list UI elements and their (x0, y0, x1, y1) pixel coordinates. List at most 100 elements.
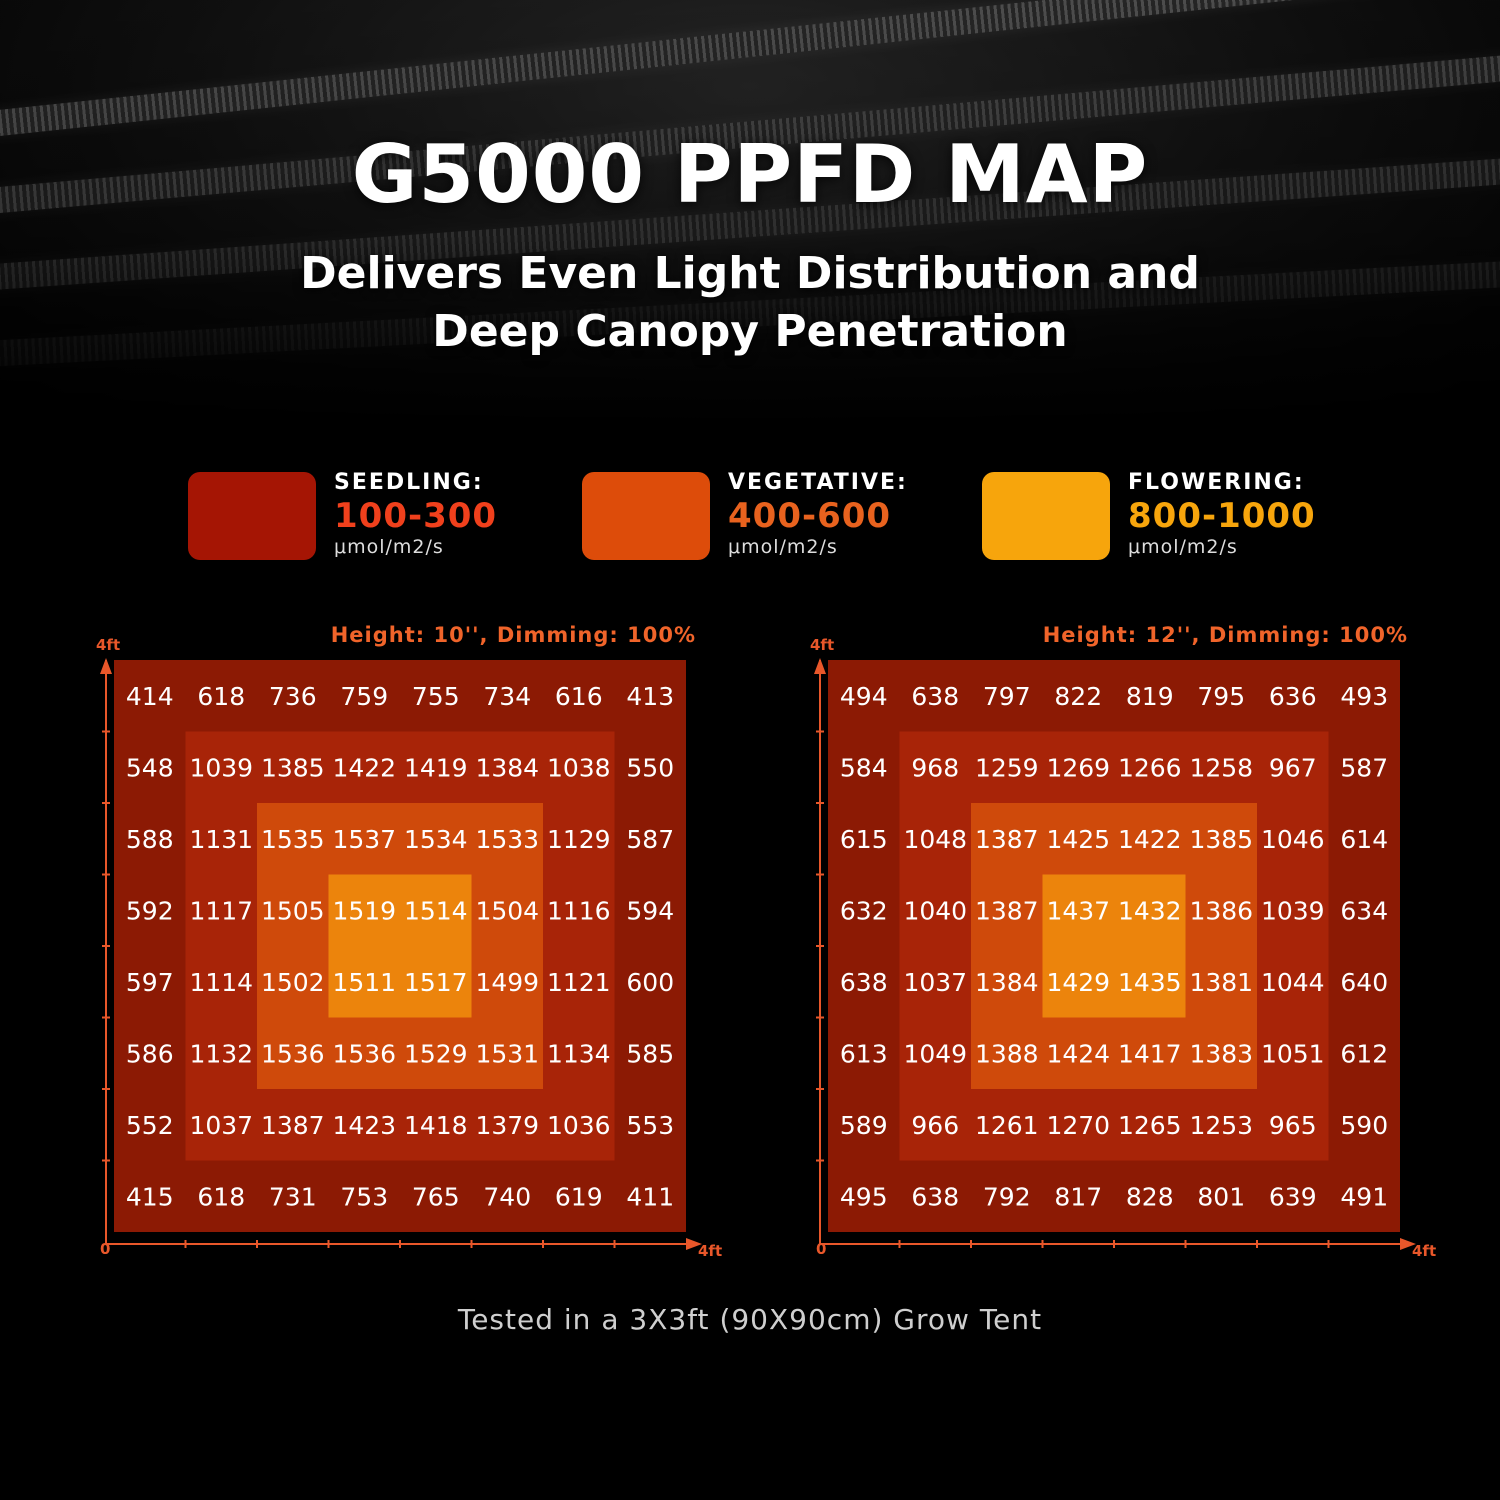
cell-value: 828 (1126, 1182, 1174, 1211)
y-axis-label: 4ft (810, 636, 835, 654)
legend-label: VEGETATIVE: (728, 470, 908, 495)
cell-value: 494 (840, 682, 888, 711)
cell-value: 1044 (1261, 968, 1325, 997)
cell-value: 819 (1126, 682, 1174, 711)
cell-value: 1386 (1189, 896, 1253, 925)
legend-swatch (982, 472, 1110, 560)
cell-value: 618 (197, 1182, 245, 1211)
cell-value: 1435 (1118, 968, 1182, 997)
cell-value: 495 (840, 1182, 888, 1211)
cell-value: 1384 (975, 968, 1039, 997)
cell-value: 1388 (975, 1039, 1039, 1068)
cell-value: 585 (626, 1039, 674, 1068)
cell-value: 550 (626, 753, 674, 782)
cell-value: 638 (911, 682, 959, 711)
cell-value: 411 (626, 1182, 674, 1211)
cell-value: 1387 (975, 825, 1039, 854)
cell-value: 1040 (903, 896, 967, 925)
cell-value: 640 (1340, 968, 1388, 997)
cell-value: 614 (1340, 825, 1388, 854)
cell-value: 1385 (261, 753, 325, 782)
cell-value: 1531 (475, 1039, 539, 1068)
cell-value: 1381 (1189, 968, 1253, 997)
cell-value: 1536 (332, 1039, 396, 1068)
cell-value: 587 (626, 825, 674, 854)
cell-value: 634 (1340, 896, 1388, 925)
cell-value: 1270 (1046, 1111, 1110, 1140)
cell-value: 822 (1054, 682, 1102, 711)
cell-value: 753 (340, 1182, 388, 1211)
y-axis-arrow (814, 658, 826, 674)
cell-value: 1504 (475, 896, 539, 925)
cell-value: 615 (840, 825, 888, 854)
cell-value: 589 (840, 1111, 888, 1140)
cell-value: 1432 (1118, 896, 1182, 925)
cell-value: 765 (412, 1182, 460, 1211)
cell-value: 1051 (1261, 1039, 1325, 1068)
cell-value: 1387 (261, 1111, 325, 1140)
cell-value: 1534 (404, 825, 468, 854)
cell-value: 736 (269, 682, 317, 711)
legend-range: 400-600 (728, 496, 892, 536)
cell-value: 413 (626, 682, 674, 711)
cell-value: 1417 (1118, 1039, 1182, 1068)
cell-value: 795 (1197, 682, 1245, 711)
cell-value: 588 (126, 825, 174, 854)
cell-value: 1517 (404, 968, 468, 997)
cell-value: 740 (483, 1182, 531, 1211)
cell-value: 594 (626, 896, 674, 925)
ppfd-map-10in: Height: 10'', Dimming: 100% 4ft 0 4ft 41… (96, 620, 736, 1270)
heatmap-grid: 414 618 736 759 755 734 616 413 548 1039 1385 1422 1… (100, 658, 702, 1250)
cell-value: 590 (1340, 1111, 1388, 1140)
zone-ring-3 (1042, 874, 1186, 1018)
cell-value: 1437 (1046, 896, 1110, 925)
cell-value: 619 (555, 1182, 603, 1211)
cell-value: 1048 (903, 825, 967, 854)
legend-range: 100-300 (334, 496, 498, 536)
origin-label: 0 (100, 1240, 111, 1258)
heatmap-grid: 494 638 797 822 819 795 636 493 584 968 1259 1269 12… (814, 658, 1416, 1250)
cell-value: 1269 (1046, 753, 1110, 782)
cell-value: 1533 (475, 825, 539, 854)
cell-value: 1423 (332, 1111, 396, 1140)
cell-value: 414 (126, 682, 174, 711)
legend-unit: μmol/m2/s (1128, 536, 1238, 558)
cell-value: 618 (197, 682, 245, 711)
x-axis-label: 4ft (1412, 1242, 1437, 1260)
cell-value: 1422 (1118, 825, 1182, 854)
cell-value: 1529 (404, 1039, 468, 1068)
map-condition: Height: 12'', Dimming: 100% (1042, 623, 1408, 647)
cell-value: 612 (1340, 1039, 1388, 1068)
cell-value: 1259 (975, 753, 1039, 782)
cell-value: 1117 (189, 896, 253, 925)
cell-value: 1385 (1189, 825, 1253, 854)
cell-value: 636 (1269, 682, 1317, 711)
cell-value: 1261 (975, 1111, 1039, 1140)
footnote: Tested in a 3X3ft (90X90cm) Grow Tent (457, 1303, 1043, 1336)
legend-unit: μmol/m2/s (334, 536, 444, 558)
cell-value: 1537 (332, 825, 396, 854)
cell-value: 1514 (404, 896, 468, 925)
cell-value: 1422 (332, 753, 396, 782)
cell-value: 1129 (547, 825, 611, 854)
legend-label: FLOWERING: (1128, 470, 1305, 495)
origin-label: 0 (816, 1240, 827, 1258)
cell-value: 548 (126, 753, 174, 782)
cell-value: 1132 (189, 1039, 253, 1068)
cell-value: 1499 (475, 968, 539, 997)
cell-value: 1037 (903, 968, 967, 997)
cell-value: 1121 (547, 968, 611, 997)
x-axis-arrow (686, 1238, 702, 1250)
page-title: G5000 PPFD MAP (351, 128, 1149, 221)
cell-value: 553 (626, 1111, 674, 1140)
cell-value: 1038 (547, 753, 611, 782)
cell-value: 1379 (475, 1111, 539, 1140)
cell-value: 592 (126, 896, 174, 925)
cell-value: 965 (1269, 1111, 1317, 1140)
cell-value: 967 (1269, 753, 1317, 782)
cell-value: 1046 (1261, 825, 1325, 854)
cell-value: 1266 (1118, 753, 1182, 782)
legend-swatch (188, 472, 316, 560)
cell-value: 616 (555, 682, 603, 711)
ppfd-map-12in: Height: 12'', Dimming: 100% 4ft 0 4ft 49… (810, 620, 1450, 1270)
